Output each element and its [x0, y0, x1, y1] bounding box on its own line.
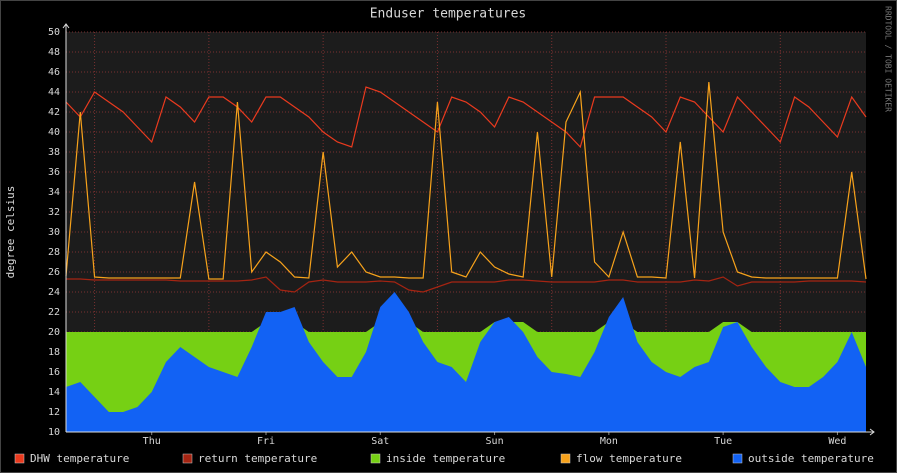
y-tick-label: 26 — [48, 267, 60, 278]
legend-swatch — [182, 453, 193, 464]
y-axis — [62, 23, 70, 432]
y-tick-label: 18 — [48, 347, 60, 358]
x-tick-label: Sun — [486, 436, 504, 447]
y-tick-label: 50 — [48, 27, 60, 38]
y-tick-label: 34 — [48, 187, 60, 198]
x-tick-label: Thu — [143, 436, 161, 447]
y-tick-label: 32 — [48, 207, 60, 218]
legend-swatch — [14, 453, 25, 464]
y-tick-label: 48 — [48, 47, 60, 58]
legend-label: DHW temperature — [30, 452, 129, 465]
legend-label: flow temperature — [576, 452, 682, 465]
y-tick-label: 46 — [48, 67, 60, 78]
y-tick-label: 14 — [48, 387, 60, 398]
y-tick-label: 30 — [48, 227, 60, 238]
line — [66, 276, 867, 293]
y-tick-label: 22 — [48, 307, 60, 318]
chart-title: Enduser temperatures — [370, 7, 527, 22]
x-tick-label: Mon — [600, 436, 618, 447]
y-axis-label: degree celsius — [4, 186, 17, 279]
x-tick-label: Sat — [371, 436, 389, 447]
x-tick-label: Fri — [257, 436, 275, 447]
legend-swatch — [370, 453, 381, 464]
y-tick-label: 40 — [48, 127, 60, 138]
legend-swatch — [560, 453, 571, 464]
y-tick-label: 42 — [48, 107, 60, 118]
y-tick-label: 44 — [48, 87, 60, 98]
x-tick-label: Tue — [714, 436, 732, 447]
y-tick-label: 38 — [48, 147, 60, 158]
y-tick-label: 20 — [48, 327, 60, 338]
y-tick-label: 12 — [48, 407, 60, 418]
y-tick-label: 16 — [48, 367, 60, 378]
legend-label: inside temperature — [386, 452, 505, 465]
legend-label: return temperature — [198, 452, 317, 465]
y-tick-label: 10 — [48, 427, 60, 438]
line — [65, 86, 867, 149]
x-axis — [66, 428, 875, 436]
area — [66, 292, 866, 432]
x-tick-label: Wed — [828, 436, 846, 447]
watermark: RRDTOOL / TOBI OETIKER — [884, 6, 893, 112]
legend-label: outside temperature — [748, 452, 874, 465]
y-tick-label: 24 — [48, 287, 60, 298]
legend-swatch — [732, 453, 743, 464]
y-tick-label: 28 — [48, 247, 60, 258]
line — [65, 81, 867, 280]
y-tick-label: 36 — [48, 167, 60, 178]
